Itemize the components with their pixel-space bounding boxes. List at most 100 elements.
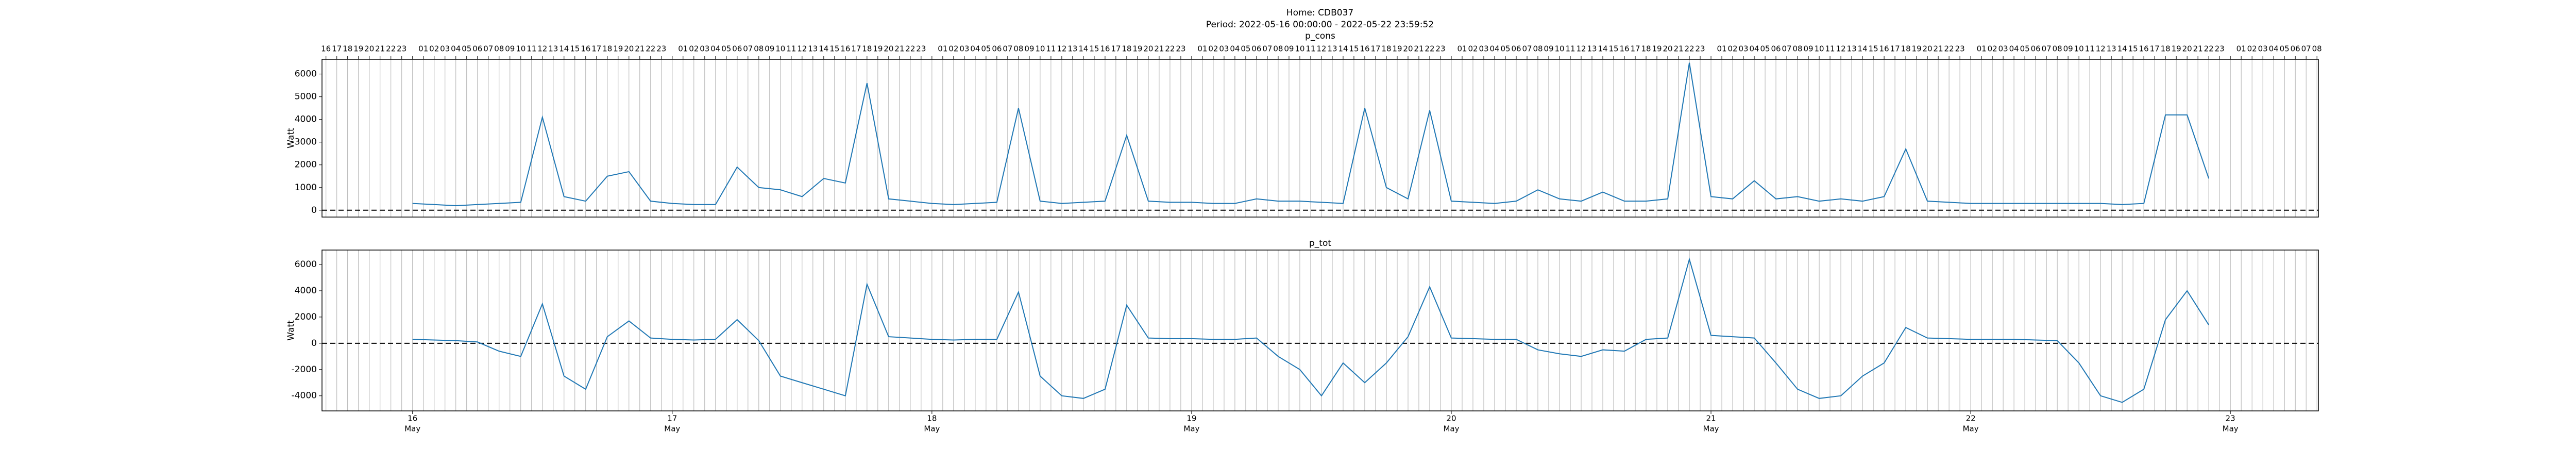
x2-tick-label: 17 [2150, 44, 2160, 54]
x2-tick-label: 03 [1219, 44, 1229, 54]
x2-tick-label: 23 [1435, 44, 1445, 54]
x2-tick-label: 22 [2204, 44, 2214, 54]
x2-tick-label: 17 [1111, 44, 1121, 54]
x-tick-sublabel: May [1183, 424, 1199, 434]
x2-tick-label: 01 [678, 44, 688, 54]
x2-tick-label: 01 [1197, 44, 1207, 54]
x2-tick-label: 12 [1576, 44, 1586, 54]
x2-tick-label: 09 [1544, 44, 1553, 54]
x2-tick-label: 01 [938, 44, 947, 54]
y-tick-label: -4000 [292, 391, 317, 401]
x2-tick-label: 22 [386, 44, 396, 54]
x2-tick-label: 10 [1295, 44, 1304, 54]
x2-tick-label: 05 [1500, 44, 1510, 54]
x2-tick-label: 21 [894, 44, 904, 54]
x2-tick-label: 13 [808, 44, 818, 54]
x2-tick-label: 15 [829, 44, 839, 54]
x2-tick-label: 19 [353, 44, 363, 54]
x2-tick-label: 22 [1944, 44, 1954, 54]
x2-tick-label: 14 [1338, 44, 1348, 54]
x2-tick-label: 06 [1251, 44, 1261, 54]
x2-tick-label: 22 [1165, 44, 1175, 54]
x2-tick-label: 09 [505, 44, 515, 54]
x2-tick-label: 05 [1241, 44, 1250, 54]
x2-tick-label: 08 [1533, 44, 1543, 54]
x2-tick-label: 22 [646, 44, 655, 54]
x2-tick-label: 02 [429, 44, 439, 54]
x2-tick-label: 17 [851, 44, 861, 54]
x2-tick-label: 04 [1750, 44, 1759, 54]
x2-tick-label: 19 [1652, 44, 1662, 54]
x2-tick-label: 03 [1739, 44, 1749, 54]
x2-tick-label: 01 [1717, 44, 1727, 54]
x2-tick-label: 10 [2074, 44, 2084, 54]
x2-tick-label: 10 [1554, 44, 1564, 54]
x2-tick-label: 05 [721, 44, 731, 54]
x2-tick-label: 15 [1089, 44, 1099, 54]
x2-tick-label: 16 [1619, 44, 1629, 54]
y-tick-label: 5000 [295, 92, 317, 102]
x2-tick-label: 04 [970, 44, 980, 54]
y-tick-label: 1000 [295, 183, 317, 193]
y-tick-label: 6000 [295, 259, 317, 270]
x2-tick-label: 08 [1273, 44, 1283, 54]
x2-tick-label: 01 [418, 44, 428, 54]
plot-frame [321, 59, 2319, 218]
x2-tick-label: 23 [1695, 44, 1705, 54]
x2-tick-label: 06 [1511, 44, 1521, 54]
x2-tick-label: 23 [1955, 44, 1965, 54]
x-tick-sublabel: May [1443, 424, 1459, 434]
x2-tick-label: 06 [732, 44, 742, 54]
x2-tick-label: 04 [1230, 44, 1240, 54]
x2-tick-label: 11 [1046, 44, 1056, 54]
x2-tick-label: 01 [1977, 44, 1987, 54]
x2-tick-label: 02 [1208, 44, 1218, 54]
x2-tick-label: 08 [2312, 44, 2322, 54]
x2-tick-label: 02 [1728, 44, 1738, 54]
x2-tick-label: 14 [1858, 44, 1868, 54]
x2-tick-label: 18 [1381, 44, 1391, 54]
x2-tick-label: 13 [1587, 44, 1597, 54]
y-tick-label: 4000 [295, 286, 317, 296]
x2-tick-label: 11 [1825, 44, 1835, 54]
x2-tick-label: 02 [689, 44, 699, 54]
x2-tick-label: 15 [1349, 44, 1359, 54]
x2-tick-label: 20 [1923, 44, 1933, 54]
x2-tick-label: 02 [2247, 44, 2257, 54]
x2-tick-label: 01 [2236, 44, 2246, 54]
x2-tick-label: 11 [2085, 44, 2095, 54]
y-tick-label: 0 [311, 338, 317, 349]
x2-tick-label: 19 [613, 44, 623, 54]
x2-tick-label: 02 [1468, 44, 1478, 54]
x2-tick-label: 08 [2053, 44, 2062, 54]
x2-tick-label: 08 [1013, 44, 1023, 54]
subplot-title: p_tot [1309, 238, 1331, 248]
figure-title: Home: CDB037 [1286, 8, 1353, 18]
x2-tick-label: 10 [775, 44, 785, 54]
x2-tick-label: 16 [2139, 44, 2149, 54]
x2-tick-label: 07 [1782, 44, 1792, 54]
x2-tick-label: 21 [635, 44, 645, 54]
x-tick-sublabel: May [664, 424, 680, 434]
x2-tick-label: 16 [1879, 44, 1889, 54]
y-tick-label: -2000 [292, 364, 317, 375]
x2-tick-label: 03 [2258, 44, 2268, 54]
x2-tick-label: 04 [451, 44, 461, 54]
y-tick-label: 0 [311, 205, 317, 216]
x2-tick-label: 13 [1327, 44, 1337, 54]
x2-tick-label: 21 [1934, 44, 1943, 54]
x2-tick-label: 03 [959, 44, 969, 54]
x2-tick-label: 18 [1901, 44, 1911, 54]
x2-tick-label: 23 [656, 44, 666, 54]
y-tick-label: 2000 [295, 312, 317, 322]
x2-tick-label: 16 [840, 44, 850, 54]
x2-tick-label: 05 [2280, 44, 2290, 54]
x2-tick-label: 14 [559, 44, 569, 54]
x2-tick-label: 21 [375, 44, 385, 54]
x2-tick-label: 08 [1793, 44, 1803, 54]
x2-tick-label: 18 [1641, 44, 1651, 54]
x2-tick-label: 14 [2117, 44, 2127, 54]
x2-tick-label: 19 [2172, 44, 2181, 54]
